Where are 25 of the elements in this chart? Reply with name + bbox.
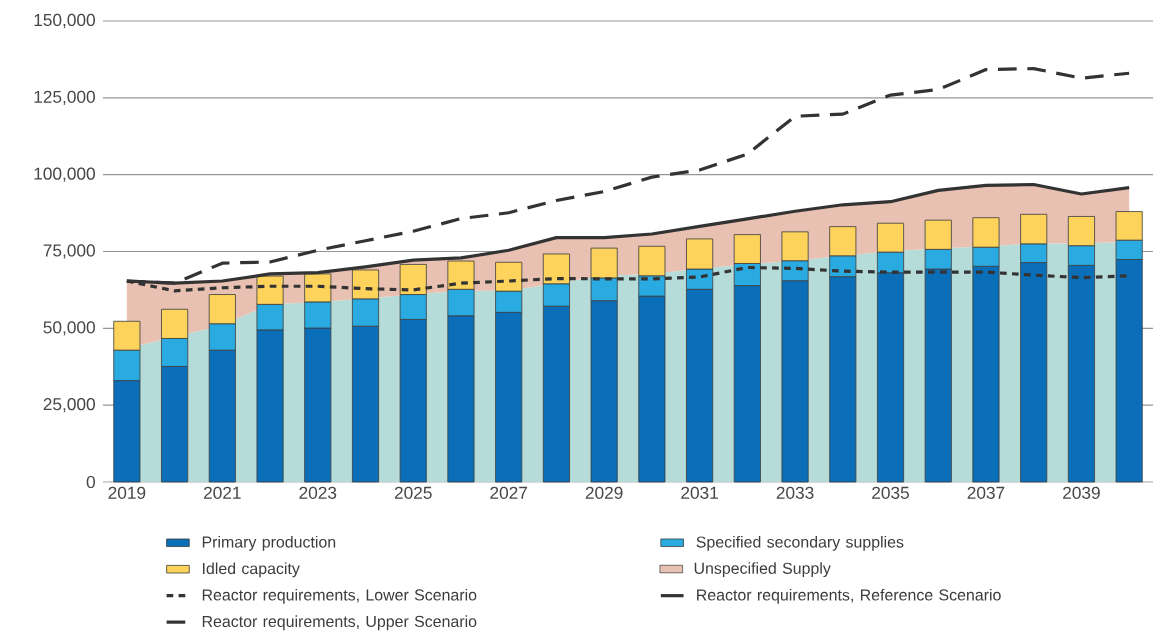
x-tick-label: 2025 [394,486,432,499]
legend-label: Reactor requirements, Upper Scenario [202,615,477,631]
x-tick-label: 2037 [967,486,1005,499]
x-tick-label: 2021 [203,486,241,499]
y-tick-label: 25,000 [43,398,95,413]
x-tick-label: 2031 [681,486,718,499]
y-tick-label: 0 [86,475,95,489]
legend-label: Reactor requirements, Lower Scenario [202,588,477,604]
x-tick-label: 2035 [872,486,909,499]
y-tick-label: 125,000 [34,90,95,105]
legend-label: Idled capacity [203,562,300,578]
legend-label: Unspecified Supply [694,562,831,578]
y-tick-label: 75,000 [43,244,95,259]
x-tick-label: 2027 [490,486,528,499]
x-tick-label: 2033 [776,486,814,499]
legend-label: Reactor requirements, Reference Scenario [697,588,1001,604]
x-tick-label: 2029 [585,486,623,499]
y-tick-label: 50,000 [43,321,95,336]
x-tick-label: 2023 [299,486,337,499]
legend-label: Specified secondary supplies [696,535,904,551]
y-tick-label: 100,000 [34,167,95,182]
legend-label: Primary production [202,535,336,551]
x-tick-label: 2039 [1063,486,1100,499]
x-tick-label: 2019 [108,486,146,499]
y-tick-label: 150,000 [34,13,95,29]
